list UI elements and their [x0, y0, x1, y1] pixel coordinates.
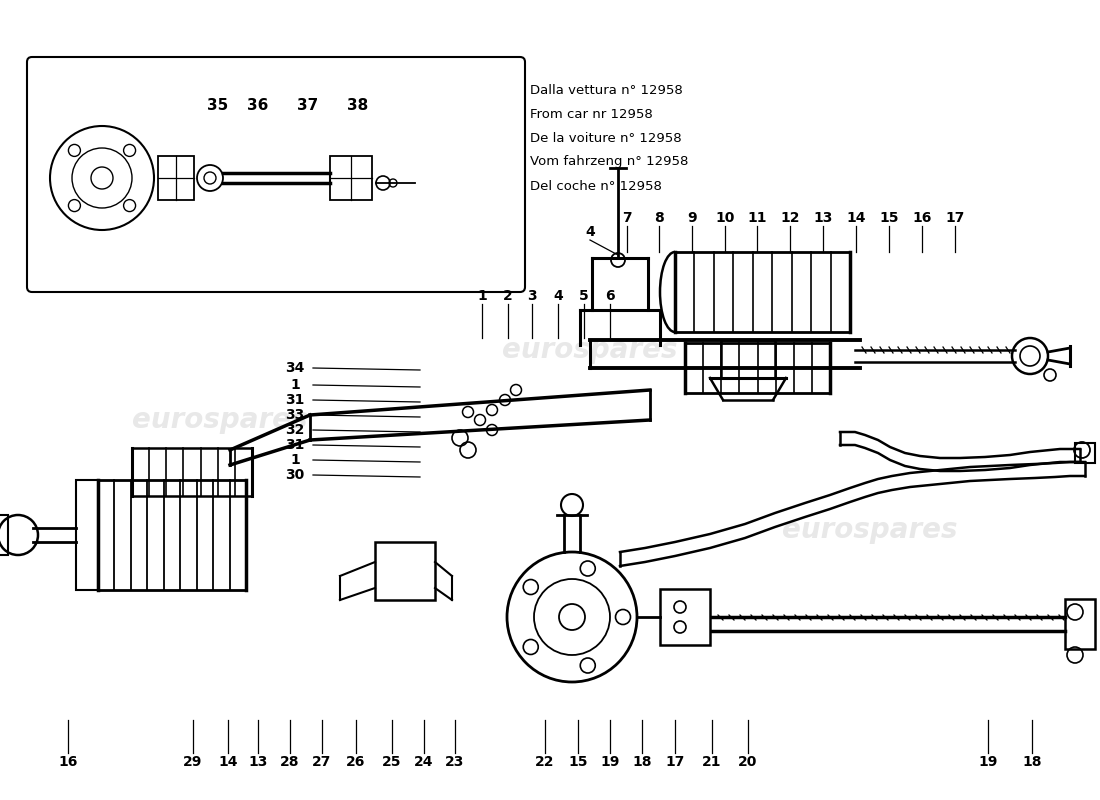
Text: eurospares: eurospares: [132, 406, 308, 434]
Text: 1: 1: [290, 378, 300, 392]
Text: 26: 26: [346, 755, 365, 769]
Bar: [158, 156, 194, 200]
Text: 18: 18: [1022, 755, 1042, 769]
Text: eurospares: eurospares: [503, 336, 678, 364]
Text: Del coche n° 12958: Del coche n° 12958: [530, 179, 662, 193]
Text: 1: 1: [290, 453, 300, 467]
Text: 4: 4: [553, 289, 563, 303]
Text: 13: 13: [249, 755, 267, 769]
Text: 31: 31: [285, 438, 305, 452]
Text: 38: 38: [348, 98, 369, 113]
Text: eurospares: eurospares: [782, 516, 958, 544]
Text: 25: 25: [383, 755, 402, 769]
Text: 12: 12: [780, 211, 800, 225]
Text: 3: 3: [527, 289, 537, 303]
Text: 31: 31: [285, 393, 305, 407]
Text: De la voiture n° 12958: De la voiture n° 12958: [530, 131, 682, 145]
Text: From car nr 12958: From car nr 12958: [530, 107, 652, 121]
Text: 28: 28: [280, 755, 299, 769]
Text: 21: 21: [702, 755, 722, 769]
Text: 20: 20: [738, 755, 758, 769]
Text: 19: 19: [978, 755, 998, 769]
Text: 17: 17: [945, 211, 965, 225]
Text: 14: 14: [846, 211, 866, 225]
FancyBboxPatch shape: [28, 57, 525, 292]
Text: 6: 6: [605, 289, 615, 303]
Text: 23: 23: [446, 755, 464, 769]
Text: 11: 11: [747, 211, 767, 225]
Bar: [330, 156, 372, 200]
Text: 32: 32: [285, 423, 305, 437]
Text: 35: 35: [208, 98, 229, 113]
Text: 14: 14: [218, 755, 238, 769]
Bar: [1075, 443, 1094, 463]
Text: 22: 22: [536, 755, 554, 769]
Text: 16: 16: [912, 211, 932, 225]
Text: 15: 15: [879, 211, 899, 225]
Text: 15: 15: [569, 755, 587, 769]
Text: 33: 33: [285, 408, 305, 422]
Text: 2: 2: [503, 289, 513, 303]
Text: 17: 17: [666, 755, 684, 769]
Text: 9: 9: [688, 211, 696, 225]
Text: 36: 36: [248, 98, 268, 113]
Text: 1: 1: [477, 289, 487, 303]
Bar: [660, 589, 710, 645]
Text: 4: 4: [585, 225, 595, 239]
Text: 19: 19: [601, 755, 619, 769]
Text: 18: 18: [632, 755, 651, 769]
Text: 24: 24: [415, 755, 433, 769]
Text: 13: 13: [813, 211, 833, 225]
Text: 30: 30: [285, 468, 305, 482]
Text: 10: 10: [715, 211, 735, 225]
Text: 7: 7: [623, 211, 631, 225]
Bar: [0, 515, 8, 555]
Text: 5: 5: [579, 289, 588, 303]
Text: Dalla vettura n° 12958: Dalla vettura n° 12958: [530, 83, 683, 97]
Text: 16: 16: [58, 755, 78, 769]
Text: 29: 29: [184, 755, 202, 769]
Bar: [76, 480, 98, 590]
Bar: [375, 542, 434, 600]
Text: 37: 37: [297, 98, 319, 113]
Bar: [720, 340, 775, 378]
Bar: [1065, 599, 1094, 649]
Text: 27: 27: [312, 755, 332, 769]
Text: 8: 8: [654, 211, 664, 225]
Text: 34: 34: [285, 361, 305, 375]
Text: Vom fahrzeng n° 12958: Vom fahrzeng n° 12958: [530, 155, 689, 169]
